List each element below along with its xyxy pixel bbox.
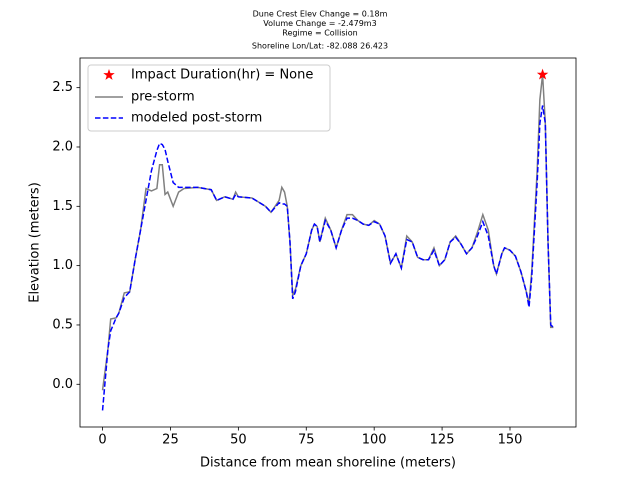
chart-title: Shoreline Lon/Lat: -82.088 26.423 bbox=[252, 42, 388, 51]
legend-label: pre-storm bbox=[131, 90, 195, 105]
impact-marker bbox=[536, 68, 549, 80]
y-tick-label: 2.0 bbox=[52, 139, 73, 154]
series-line bbox=[101, 105, 554, 411]
x-axis-label: Distance from mean shoreline (meters) bbox=[200, 456, 456, 471]
x-tick-label: 125 bbox=[430, 433, 455, 448]
legend-label: Impact Duration(hr) = None bbox=[131, 68, 313, 83]
x-tick-label: 50 bbox=[230, 433, 247, 448]
chart-title: Regime = Collision bbox=[282, 29, 357, 38]
chart-title: Dune Crest Elev Change = 0.18m bbox=[253, 10, 388, 19]
x-tick-label: 100 bbox=[362, 433, 387, 448]
y-axis-label: Elevation (meters) bbox=[28, 182, 43, 303]
y-tick-label: 1.5 bbox=[52, 199, 73, 214]
x-tick-label: 150 bbox=[498, 433, 523, 448]
y-tick-label: 2.5 bbox=[52, 80, 73, 95]
plot-frame bbox=[79, 57, 577, 428]
chart-title: Volume Change = -2.479m3 bbox=[263, 19, 376, 28]
y-tick-label: 1.0 bbox=[52, 258, 73, 273]
y-tick-label: 0.5 bbox=[52, 317, 73, 332]
x-tick-label: 0 bbox=[98, 433, 106, 448]
legend-box bbox=[87, 64, 331, 132]
x-tick-label: 75 bbox=[298, 433, 315, 448]
legend-label: modeled post-storm bbox=[131, 111, 262, 126]
legend-marker bbox=[103, 68, 115, 80]
y-tick-label: 0.0 bbox=[52, 377, 73, 392]
x-tick-label: 25 bbox=[162, 433, 179, 448]
